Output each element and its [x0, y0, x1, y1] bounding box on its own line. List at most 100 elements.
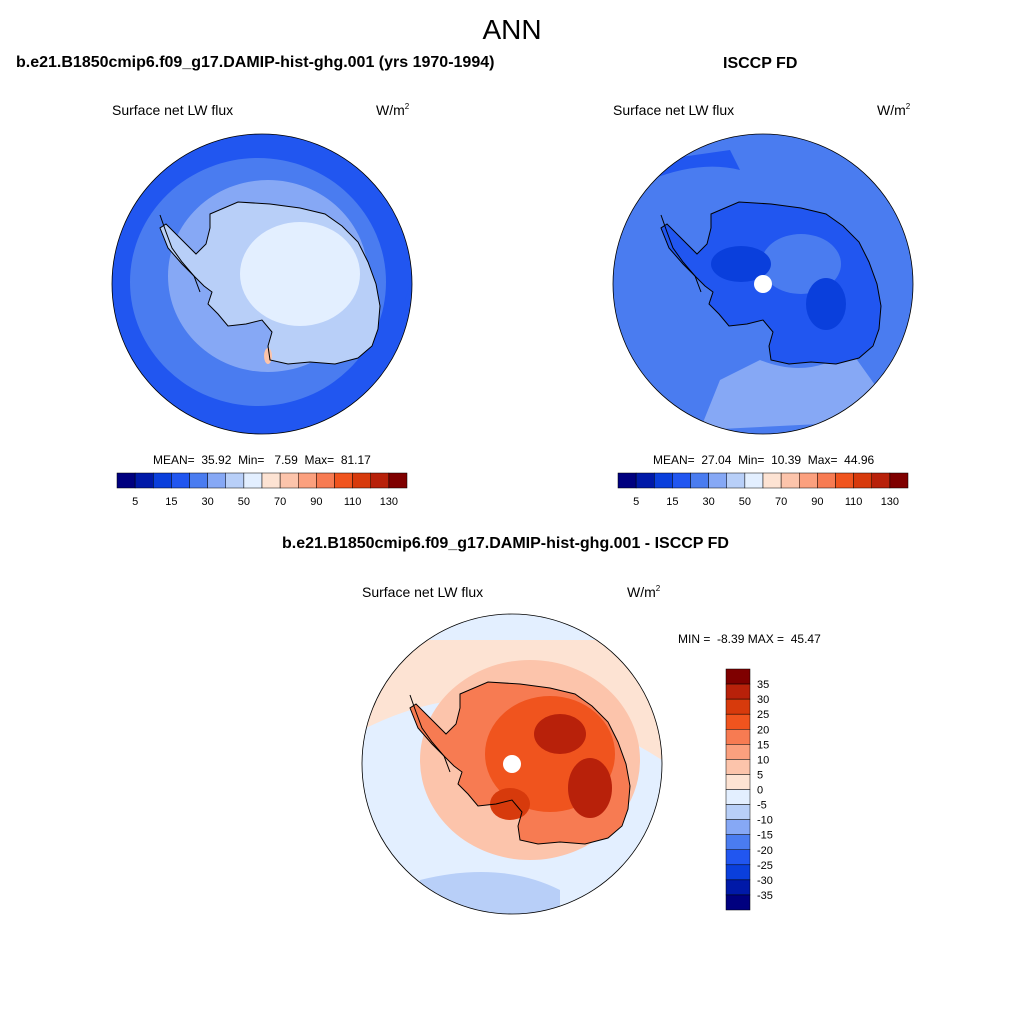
panel2-colorbar-box	[817, 472, 836, 489]
panel2-continent	[660, 201, 882, 365]
panel2-colorbar-box	[690, 472, 709, 489]
panel3-peninsula-coast	[409, 694, 451, 773]
panel3-colorbar-box	[725, 849, 751, 866]
panel2-colorbar-box	[654, 472, 673, 489]
panel1-colorbar-tick: 110	[344, 496, 362, 508]
panel1-colorbar-tick: 30	[202, 496, 214, 508]
panel3-colorbar-box	[725, 713, 751, 730]
panel2-title: ISCCP FD	[723, 55, 798, 72]
panel1-colorbar-box	[171, 472, 190, 489]
panel1-units: W/m2	[376, 102, 409, 118]
panel1-colorbar-tick: 5	[132, 496, 138, 508]
panel3-map-border	[361, 613, 663, 915]
panel2-colorbar-box	[708, 472, 727, 489]
panel2-colorbar-box	[889, 472, 909, 489]
panel2-colorbar-tick: 30	[703, 496, 715, 508]
panel2-colorbar-box	[853, 472, 872, 489]
panel3-colorbar-tick: -15	[757, 830, 773, 842]
panel3-colorbar: 35 30 25 20 15 10 5 0 -5 -10 -15 -20 -25 -30 -35	[725, 668, 773, 911]
panel2-colorbar-tick: 50	[739, 496, 751, 508]
panel1-colorbar-box	[316, 472, 335, 489]
panel3-colorbar-box	[725, 804, 751, 820]
panel1-colorbar-box	[243, 472, 263, 489]
panel3-colorbar-box	[725, 683, 751, 700]
panel2-min-value: 10.39	[771, 453, 802, 467]
panel3-colorbar-tick: -5	[757, 800, 767, 812]
panel1-colorbar-box	[279, 472, 299, 489]
panel3-colorbar-box	[725, 698, 751, 715]
panel2-colorbar-box	[726, 472, 746, 489]
panel1-colorbar-box	[334, 472, 353, 489]
panel2-south-patch	[650, 150, 740, 180]
panel1-colorbar-box	[153, 472, 172, 489]
panel3-colorbar-tick: 5	[757, 769, 763, 781]
panel1-colorbar-box	[225, 472, 245, 489]
panel2-colorbar-tick: 5	[633, 496, 639, 508]
panel3-max-label: MAX =	[747, 632, 785, 646]
panel2-colorbar-box	[780, 472, 800, 489]
panel3-max-value: 45.47	[790, 632, 821, 646]
panel3-pole-hole	[503, 755, 521, 773]
panel2-peninsula-coast	[660, 214, 702, 293]
panel3-units: W/m2	[627, 584, 660, 600]
panel2-colorbar-box	[835, 472, 854, 489]
panel3-colorbar-box	[725, 894, 751, 911]
panel3-continent	[409, 681, 631, 845]
panel1-peninsula-coast	[159, 214, 201, 293]
panel1-colorbar-tick: 50	[238, 496, 250, 508]
panel1-colorbar-box	[370, 472, 390, 489]
panel3-colorbar-tick: -35	[757, 890, 773, 902]
panel1-colorbar-box	[189, 472, 208, 489]
panel3-colorbar-tick: 30	[757, 694, 769, 706]
panel1-units-exp: 2	[404, 102, 410, 111]
panel3-colorbar-tick: 25	[757, 709, 769, 721]
panel2-colorbar-box	[799, 472, 818, 489]
panel1-continent	[159, 201, 381, 365]
figure-season-title: ANN	[482, 14, 542, 45]
panel1-min-value: 7.59	[274, 453, 298, 467]
panel1-map-border	[111, 133, 413, 435]
panel3-positive-band	[362, 640, 662, 760]
panel2-colorbar: 5 15 30 50 70 90 110 130	[617, 472, 909, 508]
panel3-colorbar-box	[725, 864, 751, 881]
panel3-colorbar-tick: -30	[757, 875, 773, 887]
panel2-colorbar-box	[672, 472, 691, 489]
panel3-colorbar-box	[725, 729, 751, 745]
panel1-max-label: Max=	[304, 453, 335, 467]
panel1-colorbar-box	[298, 472, 317, 489]
panel3-colorbar-tick: 20	[757, 724, 769, 736]
panel2-colorbar-tick: 70	[775, 496, 787, 508]
panel3-colorbar-box	[725, 774, 751, 790]
panel1-colorbar-box	[261, 472, 281, 489]
panel2-colorbar-tick: 90	[811, 496, 823, 508]
panel3-colorbar-box	[725, 834, 751, 850]
panel2-mean-label: MEAN=	[653, 453, 695, 467]
panel2-mean-value: 27.04	[701, 453, 732, 467]
panel2-max-value: 44.96	[844, 453, 875, 467]
panel2-colorbar-tick: 130	[881, 496, 899, 508]
panel1-colorbar-tick: 130	[380, 496, 398, 508]
panel3-colorbar-tick: -10	[757, 815, 773, 827]
panel1-variable: Surface net LW flux	[112, 102, 234, 118]
panel1-colorbar-box	[388, 472, 408, 489]
panel2-colorbar-box	[635, 472, 655, 489]
panel1-colorbar-tick: 70	[274, 496, 286, 508]
panel3-units-base: W/m	[627, 584, 656, 600]
panel1-mean-value: 35.92	[201, 453, 232, 467]
panel1-units-base: W/m	[376, 102, 405, 118]
panel2-pole-hole	[754, 275, 772, 293]
panel3-title: b.e21.B1850cmip6.f09_g17.DAMIP-hist-ghg.…	[282, 535, 729, 552]
panel1-colorbar-box	[116, 472, 136, 489]
panel2-variable: Surface net LW flux	[613, 102, 735, 118]
panel3-colorbar-tick: -25	[757, 860, 773, 872]
panel2-min-label: Min=	[738, 453, 765, 467]
panel3-colorbar-tick: 15	[757, 739, 769, 751]
panel2-colorbar-box	[871, 472, 891, 489]
panel3-colorbar-box	[725, 819, 751, 835]
panel2-colorbar-tick: 110	[845, 496, 863, 508]
panel2-map-border	[612, 133, 914, 435]
panel2-colorbar-box	[617, 472, 637, 489]
panel1-max-value: 81.17	[340, 453, 371, 467]
panel3-colorbar-tick: 35	[757, 679, 769, 691]
